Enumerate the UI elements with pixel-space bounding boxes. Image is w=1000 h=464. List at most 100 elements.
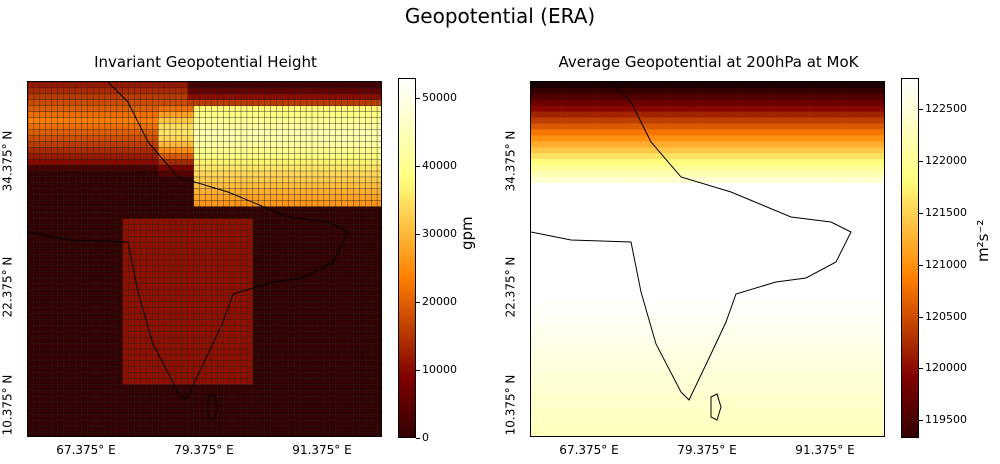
heatmap-cell: [39, 336, 47, 344]
heatmap-cell: [33, 330, 41, 338]
heatmap-cell: [696, 141, 703, 148]
heatmap-cell: [548, 87, 555, 95]
heatmap-cell: [240, 158, 248, 166]
heatmap-cell: [602, 105, 609, 112]
heatmap-cell: [673, 147, 680, 154]
heatmap-cell: [163, 135, 171, 142]
heatmap-cell: [305, 247, 313, 255]
heatmap-cell: [86, 259, 94, 267]
heatmap-cell: [228, 408, 236, 415]
heatmap-cell: [294, 93, 301, 101]
heatmap-cell: [323, 206, 331, 214]
heatmap-cell: [335, 111, 343, 119]
heatmap-cell: [228, 105, 236, 113]
heatmap-cell: [305, 360, 313, 368]
heatmap-cell: [323, 319, 331, 326]
heatmap-cell: [187, 236, 195, 243]
heatmap-cell: [341, 123, 348, 130]
heatmap-cell: [152, 307, 159, 314]
heatmap-cell: [163, 313, 171, 320]
heatmap-cell: [81, 194, 88, 202]
heatmap-cell: [104, 111, 112, 119]
heatmap-cell: [181, 247, 189, 255]
heatmap-cell: [98, 307, 106, 314]
heatmap-cell: [317, 241, 325, 249]
heatmap-cell: [868, 212, 875, 219]
heatmap-cell: [655, 135, 662, 142]
heatmap-cell: [276, 158, 283, 166]
heatmap-cell: [536, 212, 544, 219]
heatmap-cell: [341, 384, 348, 392]
heatmap-cell: [28, 414, 35, 421]
heatmap-cell: [169, 188, 177, 196]
heatmap-cell: [844, 123, 851, 130]
heatmap-cell: [234, 164, 242, 172]
heatmap-cell: [128, 224, 136, 231]
heatmap-cell: [299, 93, 307, 101]
heatmap-cell: [75, 99, 82, 107]
heatmap-cell: [596, 176, 603, 184]
heatmap-cell: [264, 105, 272, 113]
heatmap-cell: [205, 307, 212, 314]
heatmap-cell: [92, 182, 100, 190]
heatmap-cell: [81, 218, 88, 225]
heatmap-cell: [128, 289, 136, 297]
heatmap-cell: [335, 289, 343, 297]
heatmap-cell: [276, 425, 283, 433]
heatmap-cell: [69, 253, 76, 261]
heatmap-cell: [714, 153, 721, 160]
heatmap-cell: [785, 135, 792, 142]
heatmap-cell: [643, 188, 650, 196]
heatmap-cell: [359, 247, 366, 255]
heatmap-cell: [370, 378, 378, 386]
heatmap-cell: [282, 82, 289, 89]
heatmap-cell: [57, 218, 64, 225]
heatmap-cell: [288, 384, 295, 392]
heatmap-cell: [276, 301, 283, 308]
heatmap-cell: [75, 330, 82, 338]
heatmap-cell: [732, 105, 739, 112]
heatmap-cell: [655, 212, 662, 219]
heatmap-cell: [335, 360, 343, 368]
heatmap-cell: [288, 390, 295, 397]
heatmap-cell: [880, 212, 884, 219]
heatmap-cell: [264, 354, 272, 362]
heatmap-cell: [134, 390, 141, 397]
heatmap-cell: [211, 241, 218, 249]
heatmap-cell: [140, 342, 147, 350]
heatmap-cell: [684, 165, 692, 172]
heatmap-cell: [163, 123, 171, 130]
heatmap-cell: [572, 129, 579, 136]
heatmap-cell: [104, 396, 112, 403]
heatmap-cell: [708, 87, 715, 95]
heatmap-cell: [720, 141, 727, 148]
heatmap-cell: [116, 295, 124, 303]
heatmap-cell: [39, 366, 47, 374]
heatmap-cell: [649, 171, 656, 178]
heatmap-cell: [140, 414, 147, 421]
heatmap-cell: [157, 259, 165, 267]
heatmap-cell: [584, 212, 591, 219]
heatmap-cell: [376, 348, 381, 356]
heatmap-cell: [323, 147, 331, 154]
heatmap-cell: [181, 325, 189, 332]
heatmap-cell: [205, 176, 212, 184]
heatmap-cell: [720, 99, 727, 107]
heatmap-cell: [146, 420, 153, 427]
heatmap-cell: [376, 336, 381, 344]
heatmap-cell: [282, 319, 289, 326]
heatmap-cell: [163, 99, 171, 107]
heatmap-cell: [880, 117, 884, 124]
heatmap-cell: [347, 164, 354, 172]
heatmap-cell: [39, 247, 47, 255]
heatmap-cell: [205, 105, 212, 113]
heatmap-cell: [554, 165, 561, 172]
heatmap-cell: [223, 336, 230, 344]
heatmap-cell: [69, 378, 76, 386]
heatmap-cell: [655, 99, 662, 107]
heatmap-cell: [211, 99, 218, 107]
heatmap-cell: [673, 105, 680, 112]
heatmap-cell: [631, 123, 638, 130]
heatmap-cell: [33, 431, 41, 436]
heatmap-cell: [146, 152, 153, 160]
